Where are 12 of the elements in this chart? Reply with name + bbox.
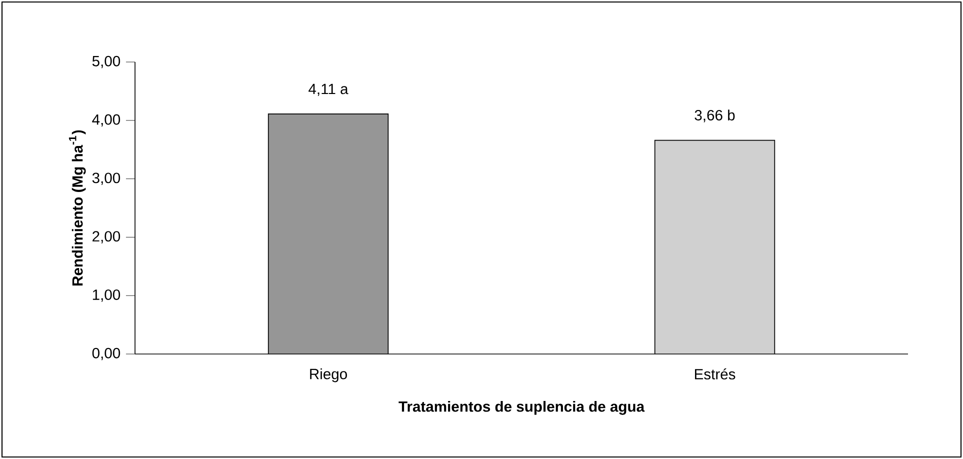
y-axis-title: Rendimiento (Mg ha$^{-1}$) (68, 130, 86, 286)
x-tick-label: Estrés (695, 368, 736, 380)
y-tick-label: 0,00 (92, 348, 120, 360)
y-tick-label: 5,00 (92, 56, 120, 68)
data-label: 3,66 b (694, 110, 735, 122)
y-tick-label: 4,00 (92, 114, 120, 127)
y-tick-label: 3,00 (92, 172, 120, 185)
data-label: 4,11 a (308, 84, 348, 96)
y-tick-label: 1,00 (92, 290, 120, 302)
x-axis-title: Tratamientos de suplencia de agua (398, 400, 645, 415)
x-tick-label: Riego (310, 368, 347, 382)
y-tick-label: 2,00 (92, 231, 120, 244)
